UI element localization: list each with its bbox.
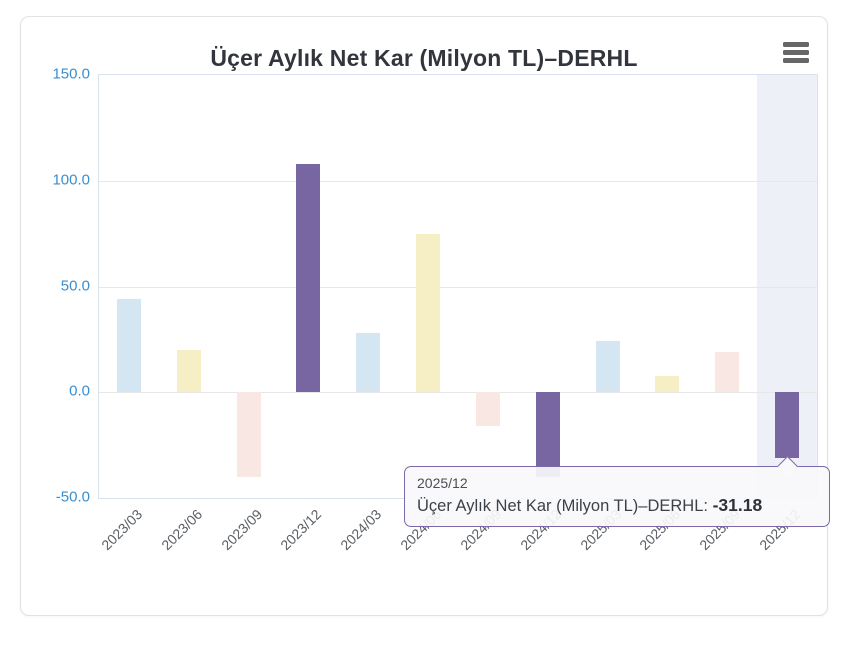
- x-tick-label: 2023/09: [217, 506, 265, 554]
- tooltip: 2025/12 Üçer Aylık Net Kar (Milyon TL)–D…: [404, 455, 830, 527]
- y-tick-label: 100.0: [52, 171, 90, 189]
- x-tick-label: 2023/03: [98, 506, 146, 554]
- bar-2025-03[interactable]: [595, 341, 620, 393]
- bar-2025-12[interactable]: [775, 392, 800, 459]
- bar-2024-09[interactable]: [475, 392, 500, 427]
- gridline: [99, 392, 817, 394]
- bar-2025-09[interactable]: [715, 352, 740, 393]
- bar-2024-06[interactable]: [416, 233, 441, 393]
- gridline: [99, 286, 817, 288]
- tooltip-series-label: Üçer Aylık Net Kar (Milyon TL)–DERHL:: [417, 497, 708, 515]
- bar-2023-03[interactable]: [116, 299, 141, 393]
- y-tick-label: 50.0: [60, 277, 90, 294]
- tooltip-value: -31.18: [712, 495, 763, 515]
- hamburger-bar: [783, 49, 809, 55]
- bar-2025-06[interactable]: [655, 376, 680, 393]
- gridline: [99, 180, 817, 182]
- bar-2023-09[interactable]: [236, 392, 261, 477]
- bar-2024-03[interactable]: [356, 333, 381, 393]
- bar-2024-12[interactable]: [535, 392, 560, 477]
- chart-card: Üçer Aylık Net Kar (Milyon TL)–DERHL 150…: [20, 16, 830, 616]
- hamburger-bar: [783, 57, 809, 63]
- x-tick-label: 2023/12: [277, 506, 325, 554]
- plot-area: [98, 74, 818, 499]
- y-tick-label: -50.0: [55, 488, 90, 506]
- bar-2023-12[interactable]: [296, 163, 321, 393]
- hamburger-bar: [783, 41, 809, 47]
- hamburger-icon[interactable]: [781, 39, 811, 65]
- x-tick-label: 2023/06: [157, 506, 206, 554]
- x-tick-label: 2024/03: [337, 506, 385, 554]
- bar-2023-06[interactable]: [176, 349, 201, 393]
- tooltip-text: Üçer Aylık Net Kar (Milyon TL)–DERHL: -3…: [417, 495, 817, 516]
- tooltip-category: 2025/12: [417, 475, 468, 491]
- y-tick-label: 0.0: [69, 382, 90, 400]
- y-tick-label: 150.0: [52, 65, 90, 83]
- chart-title: Üçer Aylık Net Kar (Milyon TL)–DERHL: [210, 45, 638, 71]
